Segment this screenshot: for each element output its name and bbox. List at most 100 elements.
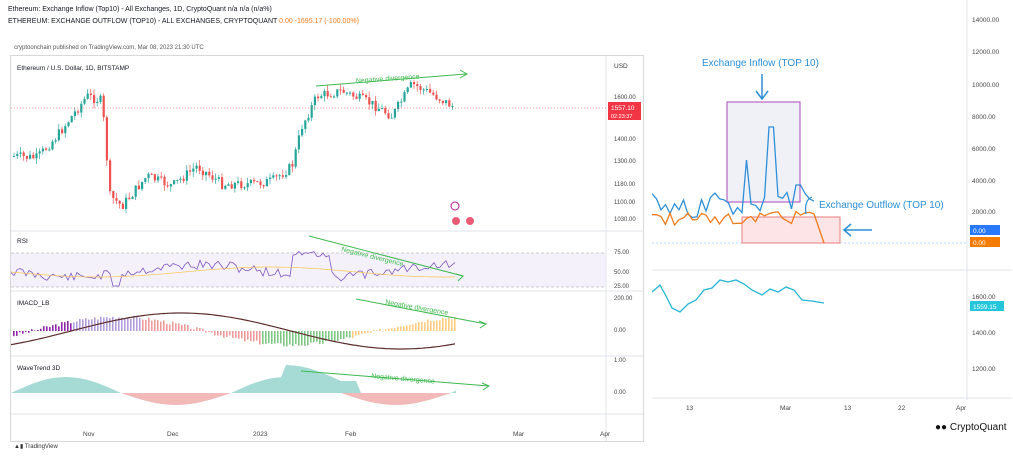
candle-body [32,154,35,159]
wavetrend-tick-label: 1.00 [614,358,626,364]
candle-body [329,96,332,98]
macd-histogram-bar [361,331,363,334]
flow-tick-label: 2000.00 [972,209,996,216]
candle-body [323,90,326,97]
macd-histogram-bar [343,331,345,340]
macd-histogram-bar [298,331,300,346]
eth-price-line [651,279,825,313]
candle-body [137,185,140,190]
macd-histogram-bar [325,331,327,342]
macd-histogram-bar [151,320,153,331]
macd-histogram-bar [142,319,144,331]
cryptoquant-logo-icon: ●● [935,422,950,433]
flow-tick-label: 10000.00 [972,82,999,89]
macd-histogram-bar [118,317,120,331]
macd-histogram-bar [178,323,180,331]
published-note: cryptoonchain published on TradingView.c… [14,45,204,51]
tradingview-chart-panel[interactable]: Ethereum / U.S. Dollar, 1D, BITSTAMP USD 1… [10,55,644,442]
candle-body [19,152,22,154]
candle-body [400,101,403,103]
candle-body [45,148,48,150]
candle-body [211,175,214,180]
time-axis-label: 2023 [253,431,268,438]
macd-histogram-bar [193,329,195,331]
macd-histogram-bar [109,318,111,331]
macd-histogram-bar [37,329,39,331]
divergence-label-wavetrend: Negative divergence [371,373,435,386]
candle-body [115,198,118,201]
candle-body [89,93,92,95]
candle-body [349,92,352,94]
macd-histogram-bar [379,328,381,331]
candle-body [128,197,131,199]
divergence-arrow-wavetrend [300,370,490,387]
macd-histogram-bar [316,331,318,342]
macd-histogram-bar [262,331,264,345]
macd-histogram-bar [292,331,294,347]
candle-body [384,108,387,114]
candle-body [419,86,422,90]
candle-body [361,93,364,96]
last-price-label: 1557.10 [611,105,635,112]
macd-histogram-bar [349,331,351,338]
candle-body [339,89,342,91]
macd-histogram-bar [187,324,189,331]
macd-histogram-bar [307,331,309,346]
candle-body [96,101,99,104]
candle-body [86,93,89,99]
macd-histogram-bar [358,331,360,335]
cryptoquant-chart-panel[interactable]: 14000.00 12000.00 10000.00 8000.00 6000.00 40… [651,0,1012,430]
outflow-title-values: 0.00 -1695.17 (-100.00%) [279,18,359,25]
divergence-label-macd: Negative divergence [385,299,449,317]
macd-histogram-bar [271,331,273,345]
macd-histogram-bar [199,327,201,331]
macd-histogram-bar [43,326,45,331]
outflow-line [651,210,825,244]
candle-body [288,163,291,175]
wavetrend-tick-label: 0.00 [614,390,626,396]
candle-body [61,129,64,134]
candle-body [131,196,134,199]
candle-body [13,156,16,158]
candle-body [285,174,288,177]
macd-histogram-bar [253,331,255,342]
candle-body [387,113,390,119]
rsi-tick-label: 75.00 [614,250,630,256]
macd-histogram-bar [295,331,297,345]
candle-body [269,177,272,180]
eth-price-last-tag [970,301,1004,311]
macd-histogram-bar [25,331,27,332]
macd-histogram-bar [256,331,258,341]
divergence-label-price: Negative divergence [356,74,420,85]
candle-body [352,92,355,97]
candle-body [176,179,179,181]
flow-chart: 14000.00 12000.00 10000.00 8000.00 6000.00 40… [651,0,1012,412]
candle-body [256,181,259,183]
macd-histogram-bar [64,322,66,331]
macd-histogram-bar [244,331,246,342]
macd-histogram-bar [22,331,24,334]
macd-histogram-bar [346,331,348,338]
macd-histogram-bar [136,316,138,331]
candle-body [393,108,396,118]
macd-histogram-bar [181,325,183,331]
candle-body [320,96,323,99]
countdown-label: 02:23:37 [611,114,632,120]
macd-histogram-bar [229,331,231,336]
macd-histogram-bar [259,331,261,345]
candle-body [448,100,451,107]
candle-body [125,197,128,210]
candle-body [230,184,233,189]
rsi-tick-label: 25.00 [614,284,630,290]
candle-body [48,149,51,151]
macd-histogram-bar [205,331,207,333]
macd-histogram-bar [403,325,405,331]
divergence-arrowhead-rsi [455,273,464,282]
macd-histogram-bar [301,331,303,346]
macd-histogram-bar [106,317,108,331]
macd-histogram-bar [115,318,117,331]
macd-histogram-bar [172,321,174,331]
macd-histogram-bar [127,317,129,331]
candle-body [99,95,102,102]
macd-tick-label: 200.00 [614,296,633,302]
